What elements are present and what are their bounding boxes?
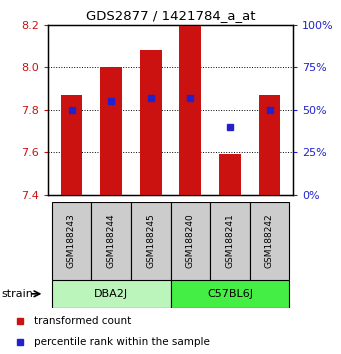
Bar	[170, 202, 210, 280]
Text: GSM188245: GSM188245	[146, 213, 155, 268]
Bar	[258, 95, 280, 195]
Bar	[91, 202, 131, 280]
Bar	[219, 154, 241, 195]
Text: GSM188242: GSM188242	[265, 213, 274, 268]
Bar	[100, 67, 122, 195]
Text: transformed count: transformed count	[34, 316, 131, 326]
Bar	[170, 280, 289, 308]
Bar	[140, 50, 162, 195]
Bar	[179, 25, 201, 195]
Text: GSM188240: GSM188240	[186, 213, 195, 268]
Bar	[210, 202, 250, 280]
Bar	[250, 202, 289, 280]
Text: GSM188241: GSM188241	[225, 213, 234, 268]
Text: GSM188244: GSM188244	[107, 213, 116, 268]
Text: DBA2J: DBA2J	[94, 289, 128, 299]
Text: GSM188243: GSM188243	[67, 213, 76, 268]
Bar	[52, 280, 170, 308]
Bar	[52, 202, 91, 280]
Bar	[61, 95, 83, 195]
Text: strain: strain	[2, 289, 33, 299]
Bar	[131, 202, 170, 280]
Title: GDS2877 / 1421784_a_at: GDS2877 / 1421784_a_at	[86, 9, 255, 22]
Text: C57BL6J: C57BL6J	[207, 289, 253, 299]
Text: percentile rank within the sample: percentile rank within the sample	[34, 337, 210, 348]
